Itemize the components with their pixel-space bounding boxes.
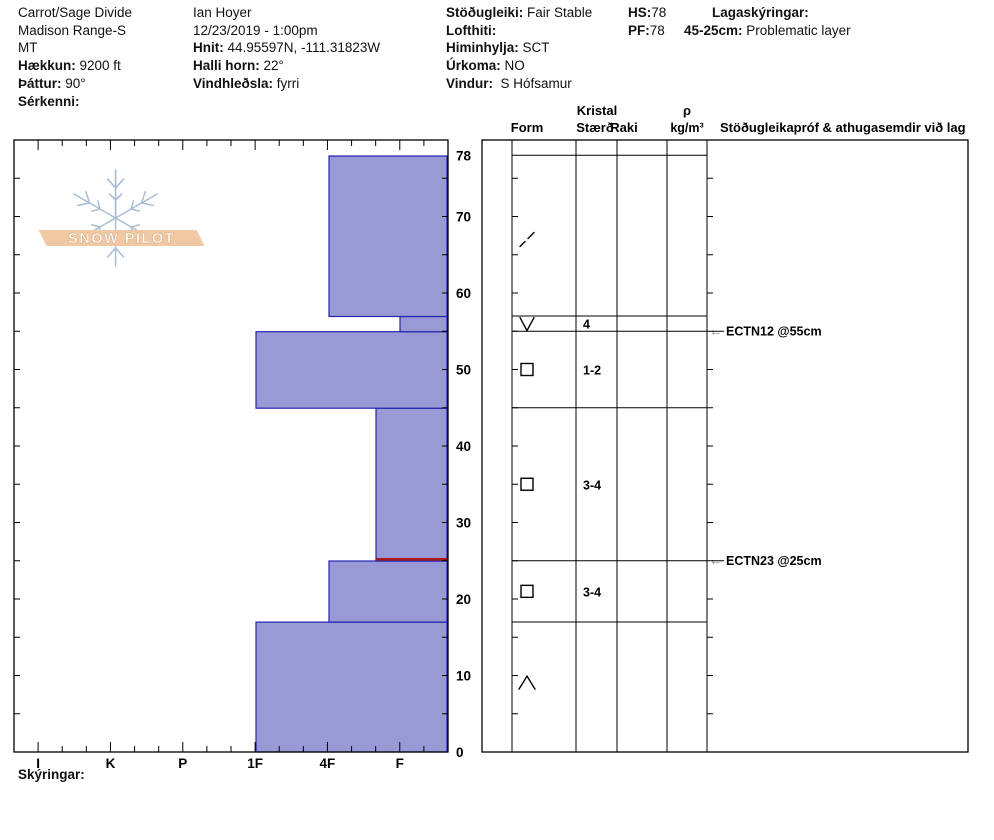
svg-text:3-4: 3-4 bbox=[583, 478, 601, 492]
svg-text:3-4: 3-4 bbox=[583, 585, 601, 599]
svg-text:K: K bbox=[106, 756, 116, 771]
svg-text:Kristal: Kristal bbox=[577, 103, 617, 118]
svg-text:Stærð: Stærð bbox=[576, 120, 614, 135]
svg-text:10: 10 bbox=[456, 669, 471, 684]
svg-text:ECTN23 @25cm: ECTN23 @25cm bbox=[726, 554, 822, 568]
svg-text:60: 60 bbox=[456, 286, 471, 301]
svg-text:1-2: 1-2 bbox=[583, 364, 601, 378]
svg-text:0: 0 bbox=[456, 745, 464, 760]
svg-text:I: I bbox=[36, 756, 40, 771]
svg-text:SNOW PILOT: SNOW PILOT bbox=[68, 231, 175, 247]
svg-text:←: ← bbox=[710, 553, 723, 568]
svg-text:Stöðugleikapróf & athugasemdir: Stöðugleikapróf & athugasemdir við lag bbox=[720, 120, 966, 135]
svg-text:30: 30 bbox=[456, 516, 471, 531]
svg-text:78: 78 bbox=[456, 148, 472, 163]
svg-text:kg/m³: kg/m³ bbox=[670, 121, 703, 135]
svg-text:P: P bbox=[178, 756, 187, 771]
svg-text:ρ: ρ bbox=[683, 103, 691, 118]
svg-text:50: 50 bbox=[456, 363, 471, 378]
svg-text:20: 20 bbox=[456, 592, 471, 607]
svg-text:70: 70 bbox=[456, 210, 471, 225]
svg-text:←: ← bbox=[710, 323, 723, 338]
svg-text:4F: 4F bbox=[320, 756, 336, 771]
svg-text:Form: Form bbox=[511, 120, 544, 135]
svg-text:1F: 1F bbox=[247, 756, 263, 771]
svg-text:Raki: Raki bbox=[610, 120, 637, 135]
svg-text:ECTN12 @55cm: ECTN12 @55cm bbox=[726, 324, 822, 338]
svg-text:40: 40 bbox=[456, 439, 471, 454]
svg-text:F: F bbox=[396, 756, 404, 771]
svg-text:4: 4 bbox=[583, 318, 590, 332]
